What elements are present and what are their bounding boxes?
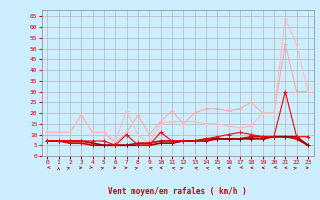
X-axis label: Vent moyen/en rafales ( km/h ): Vent moyen/en rafales ( km/h ) [108, 187, 247, 196]
